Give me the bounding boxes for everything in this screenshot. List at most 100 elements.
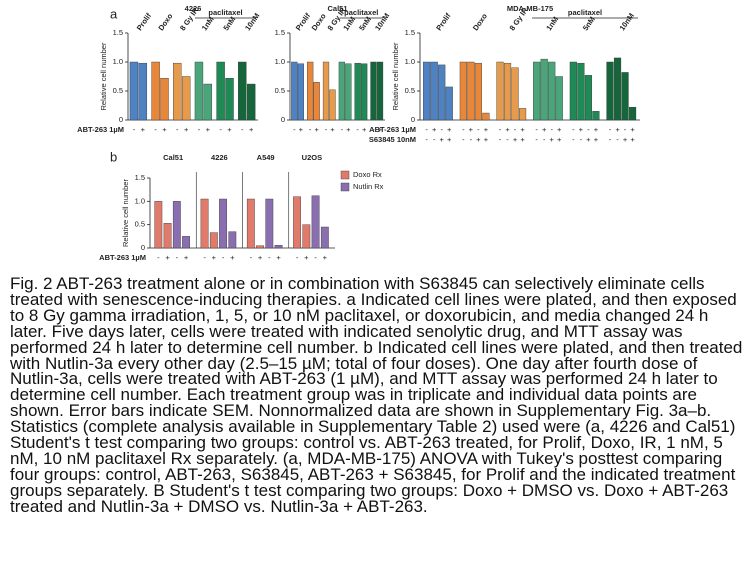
treatment-sign: -	[198, 125, 201, 134]
category-label: U2OS	[302, 153, 322, 162]
bar	[584, 75, 592, 121]
bar	[569, 61, 577, 121]
treatment-sign: -	[506, 135, 509, 144]
bar	[482, 112, 490, 121]
treatment-sign: -	[462, 125, 465, 134]
treatment-sign: +	[630, 125, 635, 134]
y-tick-label: 0	[141, 243, 145, 252]
bar	[621, 72, 629, 121]
bar	[322, 61, 330, 121]
bar	[345, 63, 352, 121]
y-tick-label: 1.0	[275, 57, 285, 66]
category-label: A549	[257, 153, 275, 162]
bar	[274, 244, 283, 249]
treatment-sign: +	[557, 135, 562, 144]
y-tick-label: 0	[119, 115, 123, 124]
treatment-sign: -	[222, 253, 225, 262]
bar	[200, 198, 209, 249]
category-label: Prolif	[434, 11, 453, 32]
treatment-sign: -	[587, 125, 590, 134]
treatment-label: ABT-263 1µM	[77, 125, 124, 134]
legend-label: Nutlin Rx	[353, 182, 384, 191]
treatment-sign: +	[594, 135, 599, 144]
treatment-sign: -	[154, 125, 157, 134]
bar	[291, 61, 298, 121]
treatment-sign: +	[165, 253, 170, 262]
treatment-sign: +	[579, 125, 584, 134]
bar	[311, 195, 320, 249]
treatment-sign: -	[341, 125, 344, 134]
treatment-sign: -	[477, 125, 480, 134]
treatment-sign: +	[184, 125, 189, 134]
y-axis-label: Relative cell number	[391, 42, 400, 110]
category-label: 1nM	[200, 15, 216, 32]
treatment-sign: +	[505, 125, 510, 134]
treatment-sign: +	[594, 125, 599, 134]
legend-swatch	[340, 182, 350, 192]
treatment-sign: -	[309, 125, 312, 134]
category-label: 5nM	[357, 15, 373, 32]
bar	[181, 76, 191, 121]
bar	[459, 61, 467, 121]
treatment-sign: -	[250, 253, 253, 262]
bar	[172, 201, 181, 249]
treatment-sign: +	[249, 125, 254, 134]
bar	[329, 89, 336, 121]
bar	[154, 201, 163, 249]
y-tick-label: 1.0	[405, 57, 415, 66]
bar	[577, 62, 585, 121]
treatment-sign: +	[304, 253, 309, 262]
bar	[496, 61, 504, 121]
category-label: 5nM	[221, 15, 237, 32]
treatment-sign: +	[557, 125, 562, 134]
y-axis-label: Relative cell number	[121, 179, 130, 247]
treatment-sign: -	[425, 135, 428, 144]
bar	[613, 57, 622, 121]
legend-label: Doxo Rx	[353, 170, 382, 179]
treatment-sign: +	[469, 125, 474, 134]
chart-title: MDA-MB-175	[507, 4, 553, 13]
bar	[182, 236, 190, 249]
treatment-sign: +	[484, 135, 489, 144]
bar	[467, 61, 475, 121]
treatment-sign: +	[440, 135, 445, 144]
treatment-sign: +	[258, 253, 263, 262]
treatment-sign: +	[586, 135, 591, 144]
y-tick-label: 1.5	[405, 28, 415, 37]
treatment-sign: -	[514, 125, 517, 134]
category-label: Cal51	[163, 153, 183, 162]
bar	[503, 62, 512, 121]
bar	[225, 78, 234, 121]
bar	[370, 61, 377, 121]
treatment-sign: -	[176, 125, 179, 134]
treatment-sign: -	[535, 135, 538, 144]
category-label: 1nM	[544, 15, 560, 32]
bar	[423, 61, 431, 121]
bar	[246, 198, 255, 249]
legend-swatch	[340, 170, 350, 180]
bar	[338, 61, 345, 121]
treatment-sign: +	[299, 125, 304, 134]
treatment-sign: -	[535, 125, 538, 134]
bar	[238, 61, 247, 121]
treatment-sign: -	[580, 135, 583, 144]
bar	[265, 198, 274, 249]
bar	[555, 76, 563, 121]
treatment-sign: +	[378, 125, 383, 134]
category-label: 4226	[211, 153, 228, 162]
bar	[540, 58, 548, 121]
category-label: Doxo	[310, 11, 328, 32]
treatment-label: ABT-263 1µM	[99, 253, 146, 262]
treatment-sign: +	[447, 125, 452, 134]
treatment-sign: -	[609, 135, 612, 144]
treatment-sign: -	[314, 253, 317, 262]
bar	[445, 86, 453, 121]
bar	[511, 67, 519, 121]
treatment-sign: -	[356, 125, 359, 134]
caption: Fig. 2 ABT-263 treatment alone or in com…	[10, 276, 743, 516]
treatment-sign: -	[572, 135, 575, 144]
category-label: 10nM	[243, 11, 261, 32]
treatment-sign: +	[484, 125, 489, 134]
treatment-sign: +	[447, 135, 452, 144]
